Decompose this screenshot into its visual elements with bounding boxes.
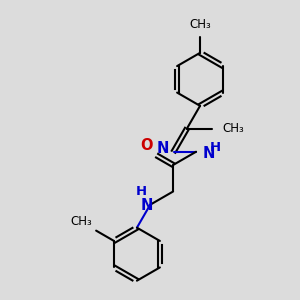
Text: CH₃: CH₃ xyxy=(222,122,244,135)
Text: CH₃: CH₃ xyxy=(70,215,92,228)
Text: CH₃: CH₃ xyxy=(189,18,211,31)
Text: O: O xyxy=(140,138,153,153)
Text: N: N xyxy=(202,146,215,161)
Text: H: H xyxy=(209,141,220,154)
Text: H: H xyxy=(136,185,147,198)
Text: N: N xyxy=(141,198,153,213)
Text: N: N xyxy=(157,141,169,156)
